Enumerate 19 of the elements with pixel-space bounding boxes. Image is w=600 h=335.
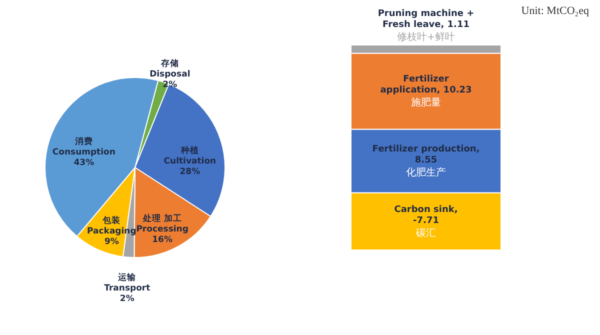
data-label: 28% [180, 167, 201, 178]
data-label: 2% [120, 294, 135, 304]
series-label: 碳汇 [415, 226, 436, 239]
slice-label: 存储 Disposal [150, 58, 190, 80]
data-label: Pruning machine + Fresh leave, 1.11 [378, 9, 474, 30]
data-label: Fertilizer application, 10.23 [380, 74, 472, 96]
series-label: 化肥生产 [406, 166, 446, 178]
text: Unit: MtCO₂eq [521, 5, 590, 17]
data-label: Fertilizer production, 8.55 [372, 144, 480, 166]
series-label: 施肥量 [411, 96, 441, 109]
legend-label: 修枝叶+鲜叶 [396, 31, 456, 43]
slice-label: 处理 加工 Processing [136, 213, 188, 235]
data-label: Carbon sink, -7.71 [394, 204, 458, 226]
slice-label: 运输 Transport [104, 272, 150, 294]
slice-label: 种植 Cultivation [164, 145, 216, 167]
slice-label: 消费 Consumption [52, 136, 116, 158]
data-label: 43% [74, 158, 95, 168]
data-label: 16% [152, 235, 173, 246]
data-label: 9% [104, 237, 120, 248]
